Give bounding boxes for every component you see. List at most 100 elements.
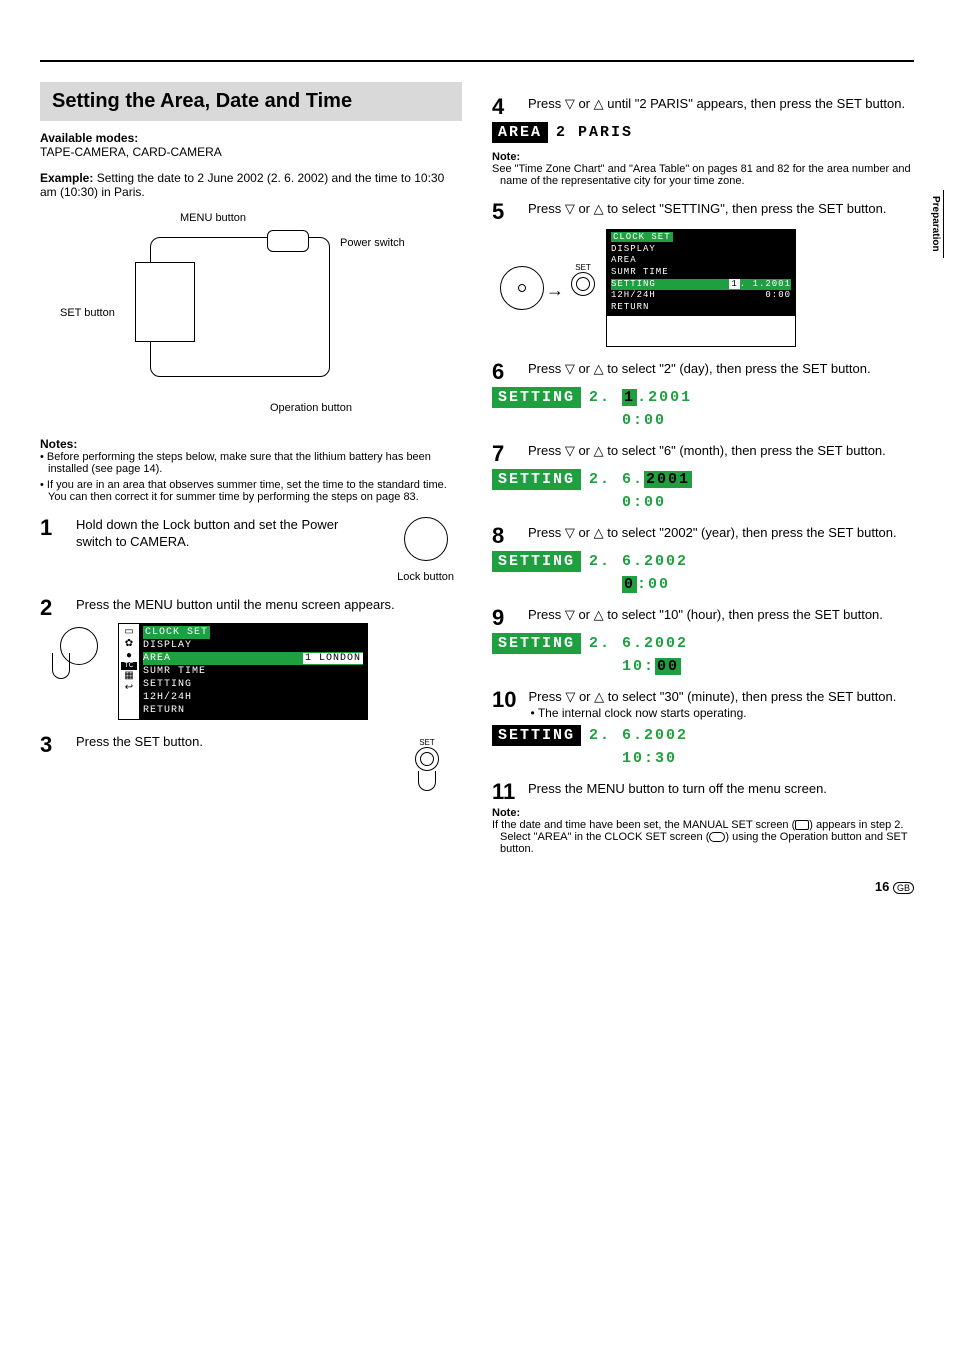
page-number: 16 GB <box>492 879 914 894</box>
menu-item-setting: SETTING <box>143 678 363 691</box>
note-item: If you are in an area that observes summ… <box>40 479 462 503</box>
note-text: See "Time Zone Chart" and "Area Table" o… <box>492 163 914 187</box>
step-number: 5 <box>492 201 516 223</box>
triangle-up-icon: △ <box>594 607 604 622</box>
operation-button-label: Operation button <box>270 402 352 414</box>
step-1-text: Hold down the Lock button and set the Po… <box>76 517 372 567</box>
operation-pad-diagram <box>50 623 110 693</box>
page-rule <box>40 60 914 62</box>
step-2: 2 Press the MENU button until the menu s… <box>40 597 462 619</box>
menu-screen-1: ▭ ✿ ● TC ▦ ↩ CLOCK SET DISPLAY AREA1 LON… <box>118 623 368 720</box>
step-3: 3 Press the SET button. SET <box>40 734 462 788</box>
step-4: 4 Press ▽ or △ until "2 PARIS" appears, … <box>492 96 914 118</box>
clock-set-screen-icon <box>709 832 725 842</box>
area-display-strip: AREA 2 PARIS <box>492 122 914 143</box>
final-note-text-a: If the date and time have been set, the … <box>492 819 795 831</box>
menu-item-return: RETURN <box>143 704 363 717</box>
step-10: 10 Press ▽ or △ to select "30" (minute),… <box>492 689 914 721</box>
side-tab: Preparation <box>928 190 944 258</box>
available-modes-label: Available modes: <box>40 131 462 145</box>
menu-item-sumr: SUMR TIME <box>143 665 363 678</box>
manual-set-screen-icon <box>795 820 809 830</box>
final-note: Note: If the date and time have been set… <box>492 807 914 855</box>
power-dial-diagram <box>382 517 452 567</box>
triangle-down-icon: ▽ <box>565 689 575 704</box>
triangle-down-icon: ▽ <box>565 525 575 540</box>
step-number: 7 <box>492 443 516 465</box>
step-number: 8 <box>492 525 516 547</box>
step-11-text: Press the MENU button to turn off the me… <box>528 781 914 803</box>
menu-header: CLOCK SET <box>611 232 673 242</box>
example-label: Example: <box>40 171 93 185</box>
triangle-down-icon: ▽ <box>565 96 575 111</box>
return-icon: ↩ <box>121 682 137 694</box>
menu-area-value: 1 LONDON <box>303 653 363 664</box>
menu-item-area: AREA <box>611 255 791 267</box>
area-label: AREA <box>492 122 548 143</box>
triangle-down-icon: ▽ <box>565 361 575 376</box>
step-number: 4 <box>492 96 516 118</box>
step-4-note: Note: See "Time Zone Chart" and "Area Ta… <box>492 151 914 187</box>
dot-icon: ● <box>121 650 137 662</box>
setting-strip-10: SETTING 2. 6.2002 10:30 <box>492 725 914 767</box>
step-1: 1 Hold down the Lock button and set the … <box>40 517 462 567</box>
power-switch-label: Power switch <box>340 237 405 249</box>
step-6-text: Press ▽ or △ to select "2" (day), then p… <box>528 361 914 383</box>
notes-heading: Notes: <box>40 437 462 451</box>
setting-date-rest: . 1.2001 <box>740 279 791 289</box>
page-lang-badge: GB <box>893 882 914 894</box>
available-modes: TAPE-CAMERA, CARD-CAMERA <box>40 145 462 159</box>
step-number: 3 <box>40 734 64 788</box>
lock-button-caption: Lock button <box>40 571 462 583</box>
gear-icon: ✿ <box>121 638 137 650</box>
menu-header: CLOCK SET <box>143 626 210 639</box>
note-label: Note: <box>492 807 520 819</box>
menu-item-12h: 12H/24H <box>611 290 656 302</box>
setting-strip-7: SETTING 2. 6.2001 0:00 <box>492 469 914 511</box>
note-label: Note: <box>492 151 520 163</box>
setting-label: SETTING <box>492 387 581 408</box>
step-5: 5 Press ▽ or △ to select "SETTING", then… <box>492 201 914 223</box>
arrow-right-icon: → <box>546 280 564 301</box>
menu-time-value: 0:00 <box>765 290 791 302</box>
operation-pad-diagram: → <box>492 258 552 318</box>
setting-label: SETTING <box>492 725 581 746</box>
setting-strip-6: SETTING 2. 1.2001 0:00 <box>492 387 914 429</box>
step-2-text: Press the MENU button until the menu scr… <box>76 597 462 619</box>
setting-strip-9: SETTING 2. 6.2002 10:00 <box>492 633 914 675</box>
set-button-diagram: SET <box>568 263 598 313</box>
step-4-text: Press ▽ or △ until "2 PARIS" appears, th… <box>528 96 914 118</box>
setting-strip-8: SETTING 2. 6.2002 0:00 <box>492 551 914 593</box>
menu-item-return: RETURN <box>611 302 791 314</box>
triangle-up-icon: △ <box>594 525 604 540</box>
triangle-up-icon: △ <box>594 96 604 111</box>
step-number: 10 <box>492 689 516 721</box>
menu-item-area: AREA <box>143 653 171 664</box>
setting-day-box: 1 <box>729 279 739 289</box>
menu-screen-5: CLOCK SET DISPLAY AREA SUMR TIME SETTING… <box>606 229 796 347</box>
step-8: 8 Press ▽ or △ to select "2002" (year), … <box>492 525 914 547</box>
film-icon: ▦ <box>121 670 137 682</box>
note-item: Before performing the steps below, make … <box>40 451 462 475</box>
menu-button-label: MENU button <box>180 212 246 224</box>
section-title: Setting the Area, Date and Time <box>52 90 450 113</box>
triangle-down-icon: ▽ <box>565 443 575 458</box>
triangle-up-icon: △ <box>594 201 604 216</box>
menu-item-display: DISPLAY <box>143 639 363 652</box>
section-title-box: Setting the Area, Date and Time <box>40 82 462 121</box>
menu-item-display: DISPLAY <box>611 244 791 256</box>
step-number: 11 <box>492 781 516 803</box>
triangle-down-icon: ▽ <box>565 607 575 622</box>
setting-label: SETTING <box>492 551 581 572</box>
area-value: 2 PARIS <box>548 122 641 143</box>
step-5-text: Press ▽ or △ to select "SETTING", then p… <box>528 201 914 223</box>
step-number: 9 <box>492 607 516 629</box>
example-text: Example: Setting the date to 2 June 2002… <box>40 171 462 199</box>
triangle-down-icon: ▽ <box>565 201 575 216</box>
menu-item-setting: SETTING <box>611 279 656 291</box>
step-number: 6 <box>492 361 516 383</box>
triangle-up-icon: △ <box>594 443 604 458</box>
triangle-up-icon: △ <box>594 361 604 376</box>
set-button-diagram: SET <box>412 738 442 788</box>
step-3-text: Press the SET button. <box>76 734 400 788</box>
